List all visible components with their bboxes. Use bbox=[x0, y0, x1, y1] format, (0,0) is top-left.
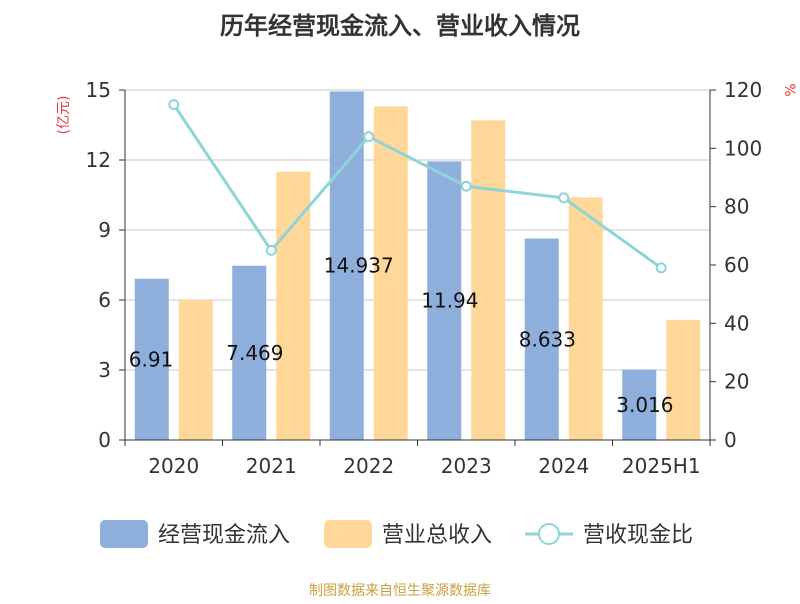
y-left-tick-label: 3 bbox=[98, 358, 111, 382]
line-ratio bbox=[172, 103, 663, 270]
bar-revenue bbox=[471, 120, 506, 440]
x-tick-label: 2024 bbox=[538, 454, 589, 478]
legend-swatch-ratio bbox=[538, 523, 560, 545]
line-point bbox=[460, 180, 472, 192]
y-right-tick-label: 0 bbox=[724, 428, 737, 452]
y-right-tick-label: 120 bbox=[724, 78, 762, 102]
legend: 经营现金流入 营业总收入 营收现金比 bbox=[100, 520, 693, 548]
source-note: 制图数据来自恒生聚源数据库 bbox=[309, 583, 491, 599]
x-tick-label: 2025H1 bbox=[622, 454, 701, 478]
bar-revenue bbox=[178, 300, 213, 440]
x-tick-label: 2023 bbox=[441, 454, 492, 478]
y-right-tick-label: 100 bbox=[724, 136, 762, 160]
x-tick-label: 2022 bbox=[343, 454, 394, 478]
bar-value-label: 11.94 bbox=[421, 289, 478, 313]
legend-label-cash-inflow: 经营现金流入 bbox=[158, 523, 290, 548]
legend-label-revenue: 营业总收入 bbox=[382, 523, 492, 548]
x-tick-label: 2020 bbox=[148, 454, 199, 478]
bar-value-label: 3.016 bbox=[616, 393, 673, 417]
bar-value-label: 6.91 bbox=[129, 347, 174, 371]
bar-labels: 6.91 7.469 14.937 11.94 8.633 3.016 bbox=[129, 254, 674, 417]
line-point bbox=[265, 244, 277, 256]
bar-cash-inflow bbox=[622, 369, 657, 440]
bar-revenue bbox=[373, 106, 408, 440]
bar-value-label: 8.633 bbox=[519, 327, 576, 351]
bar-revenue bbox=[276, 171, 311, 440]
line-point bbox=[558, 192, 570, 204]
line-point bbox=[655, 262, 667, 274]
bar-value-label: 14.937 bbox=[324, 254, 394, 278]
y-right-tick-label: 80 bbox=[724, 195, 749, 219]
y-left-tick-label: 6 bbox=[98, 288, 111, 312]
legend-swatch-revenue bbox=[324, 520, 372, 548]
y-left-tick-label: 9 bbox=[98, 218, 111, 242]
chart-title: 历年经营现金流入、营业收入情况 bbox=[220, 12, 580, 40]
y-axis-right-label: % bbox=[781, 83, 797, 96]
y-right-tick-label: 60 bbox=[724, 253, 749, 277]
legend-swatch-cash-inflow bbox=[100, 520, 148, 548]
bar-revenue bbox=[568, 197, 603, 440]
bar-cash-inflow bbox=[134, 278, 169, 440]
line-series bbox=[168, 99, 667, 274]
y-left-tick-label: 0 bbox=[98, 428, 111, 452]
bar-cash-inflow bbox=[427, 161, 462, 440]
x-tick-label: 2021 bbox=[246, 454, 297, 478]
bar-cash-inflow bbox=[524, 238, 559, 440]
bars bbox=[134, 91, 701, 440]
bar-revenue bbox=[666, 319, 701, 440]
line-point bbox=[168, 99, 180, 111]
y-right-tick-label: 40 bbox=[724, 311, 749, 335]
axes: 0 3 6 9 12 15 0 20 40 60 80 100 120 2020 2021 2022 2023 2… bbox=[86, 78, 763, 478]
legend-label-ratio: 营收现金比 bbox=[583, 523, 693, 548]
bar-cash-inflow bbox=[232, 265, 267, 440]
bar-value-label: 7.469 bbox=[226, 341, 283, 365]
y-axis-left-label: (亿元) bbox=[56, 96, 72, 135]
line-point bbox=[363, 131, 375, 143]
y-left-tick-label: 12 bbox=[86, 148, 111, 172]
y-right-tick-label: 20 bbox=[724, 370, 749, 394]
y-left-tick-label: 15 bbox=[86, 78, 111, 102]
